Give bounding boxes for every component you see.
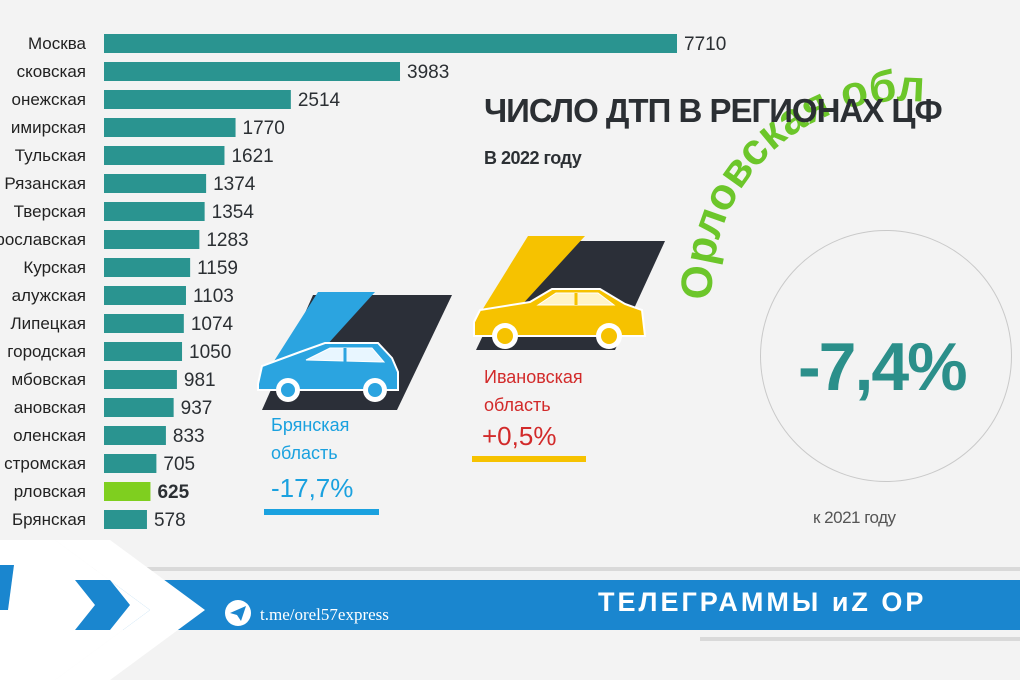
data-label: 3983 <box>407 62 449 83</box>
bryansk-label: Брянская область <box>271 415 350 463</box>
data-label: 981 <box>184 370 216 391</box>
data-label: 1621 <box>231 146 273 167</box>
bar <box>104 118 236 137</box>
category-label: рославская <box>0 230 86 249</box>
bar <box>104 230 200 249</box>
bar <box>104 342 183 361</box>
bar <box>104 482 151 501</box>
bryansk-percent: -17,7% <box>271 473 354 503</box>
data-label: 833 <box>173 426 205 447</box>
blue-car-icon <box>257 342 399 402</box>
data-label: 937 <box>181 398 213 419</box>
data-label: 1354 <box>212 202 255 223</box>
orel-note: к 2021 году <box>813 508 896 527</box>
category-label: Липецкая <box>10 314 86 333</box>
category-label: Тульская <box>15 146 86 165</box>
category-label: имирская <box>11 118 86 137</box>
data-label: 1374 <box>213 174 256 195</box>
category-label: оленская <box>13 426 86 445</box>
category-label: рловская <box>14 482 86 501</box>
data-label: 1159 <box>197 258 238 279</box>
chart-subtitle: В 2022 году <box>484 148 582 168</box>
bar <box>104 62 401 81</box>
bar <box>104 286 186 305</box>
bar <box>104 174 207 193</box>
data-label: 1283 <box>206 230 248 251</box>
arrow-icon <box>0 565 14 610</box>
bar <box>104 454 157 473</box>
bar <box>104 426 166 445</box>
category-label: онежская <box>12 90 86 109</box>
footer-title: ТЕЛЕГРАММЫ иZ ОР <box>598 587 927 617</box>
data-label: 2514 <box>298 90 341 111</box>
telegram-link[interactable]: t.me/orel57express <box>260 605 389 624</box>
category-label: сковская <box>17 62 86 81</box>
bar <box>104 370 177 389</box>
footer-band <box>0 540 1020 680</box>
data-label: 705 <box>163 454 195 475</box>
category-label: ановская <box>14 398 86 417</box>
ivanovo-label: Ивановская область <box>484 367 583 415</box>
bryansk-underline <box>264 509 379 515</box>
bar <box>104 146 225 165</box>
yellow-car-icon <box>473 288 647 349</box>
ivanovo-yellow-panel <box>476 236 585 320</box>
bar <box>104 258 191 277</box>
bar <box>104 510 147 529</box>
data-label: 7710 <box>684 34 726 55</box>
data-label: 1103 <box>193 286 234 307</box>
bar <box>104 202 205 221</box>
ivanovo-percent: +0,5% <box>482 421 557 451</box>
category-label: Москва <box>28 34 87 53</box>
data-label: 1770 <box>243 118 285 139</box>
data-label: 625 <box>157 482 189 503</box>
category-label: стромская <box>4 454 86 473</box>
chart-title: ЧИСЛО ДТП В РЕГИОНАХ ЦФ <box>484 92 943 129</box>
category-label: Курская <box>23 258 86 277</box>
category-label: городская <box>7 342 86 361</box>
bar <box>104 90 291 109</box>
chevron-right-icon <box>75 580 130 630</box>
category-label: алужская <box>12 286 86 305</box>
bar <box>104 314 184 333</box>
data-label: 578 <box>154 510 186 531</box>
data-label: 1050 <box>189 342 231 363</box>
orel-circle <box>760 230 1012 482</box>
category-label: Брянская <box>12 510 86 529</box>
category-label: Тверская <box>14 202 86 221</box>
category-label: мбовская <box>12 370 87 389</box>
bar <box>104 398 174 417</box>
data-label: 1074 <box>191 314 234 335</box>
ivanovo-underline <box>472 456 586 462</box>
orel-percent: -7,4% <box>798 329 968 405</box>
bar <box>104 34 677 53</box>
category-label: Рязанская <box>4 174 86 193</box>
